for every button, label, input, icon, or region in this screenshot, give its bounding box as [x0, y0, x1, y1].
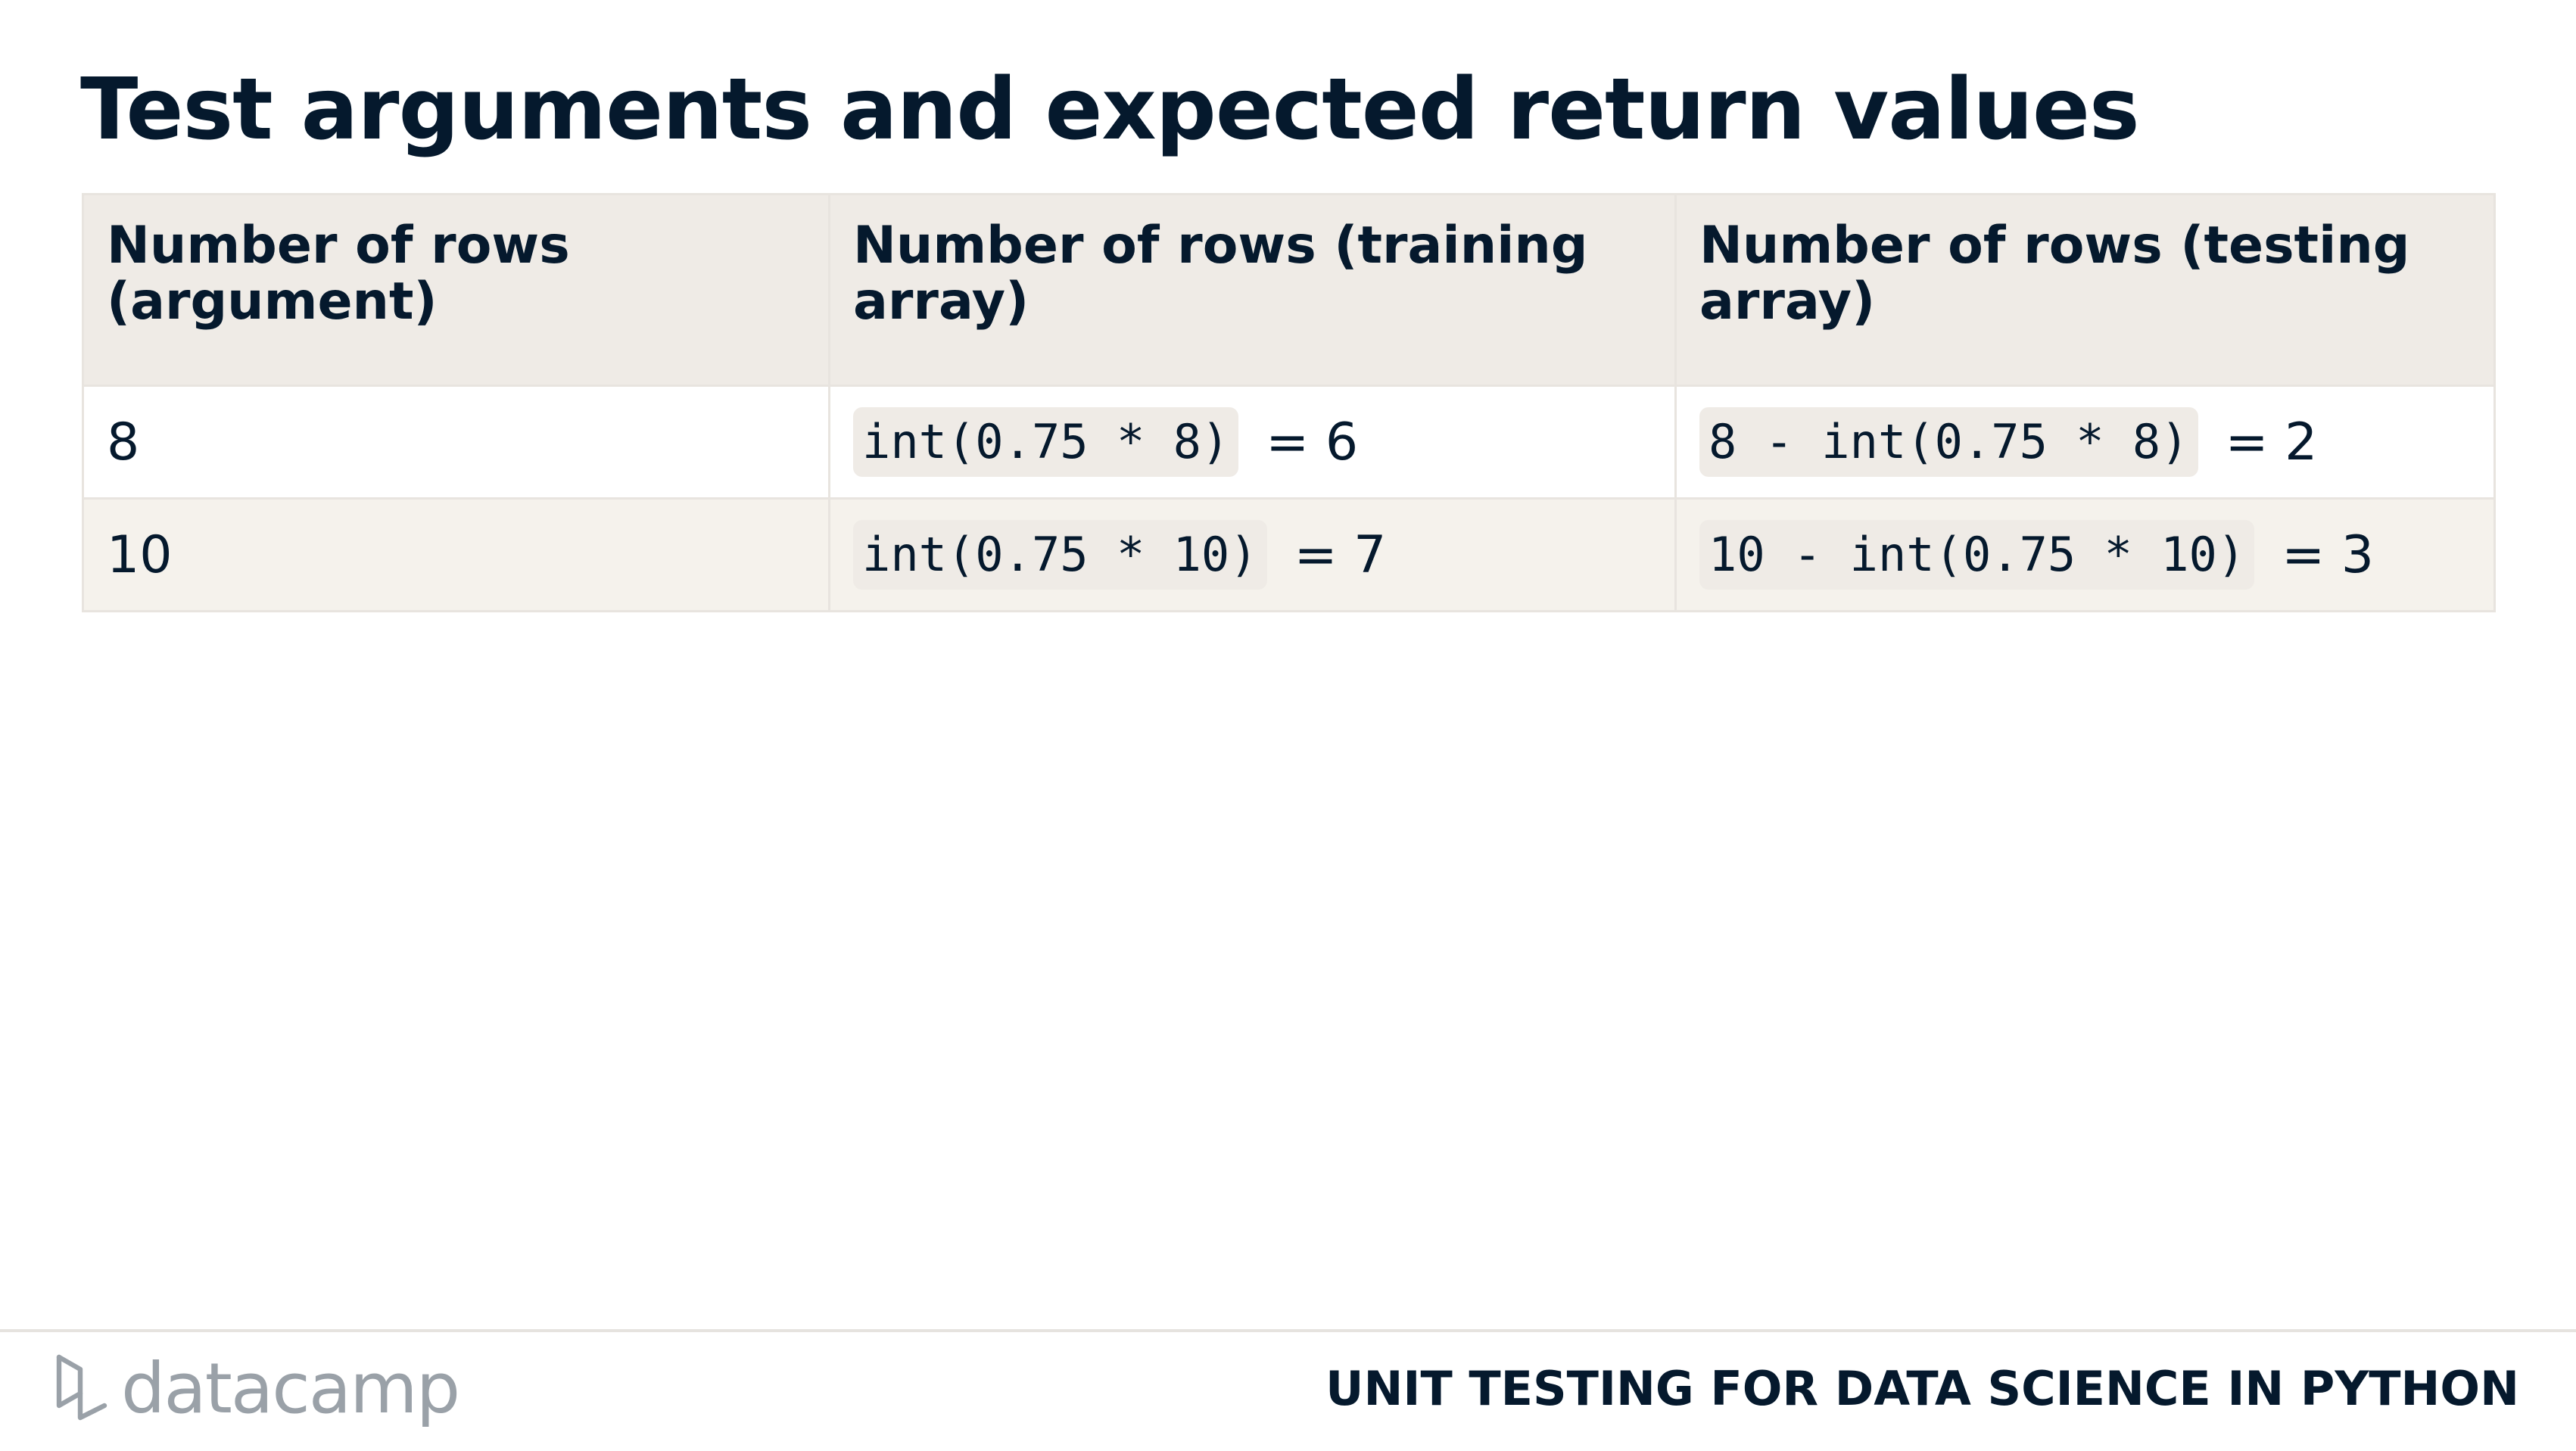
- training-cell: int(0.75 * 10) = 7: [828, 497, 1677, 612]
- slide-title: Test arguments and expected return value…: [80, 61, 2140, 159]
- testing-cell: 8 - int(0.75 * 8) = 2: [1674, 385, 2496, 500]
- testing-result: = 2: [2225, 412, 2318, 472]
- testing-result: = 3: [2282, 525, 2375, 585]
- testing-cell: 10 - int(0.75 * 10) = 3: [1674, 497, 2496, 612]
- header-testing-rows: Number of rows (testing array): [1674, 193, 2496, 387]
- training-code: int(0.75 * 8): [853, 407, 1239, 477]
- datacamp-logo-text: datacamp: [121, 1348, 460, 1429]
- argument-cell: 8: [82, 385, 830, 500]
- training-result: = 7: [1294, 525, 1387, 585]
- testing-code: 10 - int(0.75 * 10): [1699, 520, 2255, 590]
- header-training-rows: Number of rows (training array): [828, 193, 1677, 387]
- datacamp-logo: datacamp: [53, 1347, 460, 1431]
- training-code: int(0.75 * 10): [853, 520, 1267, 590]
- testing-code: 8 - int(0.75 * 8): [1699, 407, 2198, 477]
- header-argument: Number of rows (argument): [82, 193, 830, 387]
- training-cell: int(0.75 * 8) = 6: [828, 385, 1677, 500]
- course-title: UNIT TESTING FOR DATA SCIENCE IN PYTHON: [1325, 1361, 2519, 1416]
- table-row: 8 int(0.75 * 8) = 6 8 - int(0.75 * 8) = 2: [82, 385, 2496, 500]
- table-row: 10 int(0.75 * 10) = 7 10 - int(0.75 * 10)…: [82, 497, 2496, 612]
- footer-divider: [0, 1329, 2576, 1332]
- training-result: = 6: [1266, 412, 1359, 472]
- test-values-table: Number of rows (argument) Number of rows…: [82, 193, 2496, 612]
- datacamp-logo-icon: [56, 1354, 107, 1421]
- table-header-row: Number of rows (argument) Number of rows…: [82, 193, 2496, 387]
- argument-cell: 10: [82, 497, 830, 612]
